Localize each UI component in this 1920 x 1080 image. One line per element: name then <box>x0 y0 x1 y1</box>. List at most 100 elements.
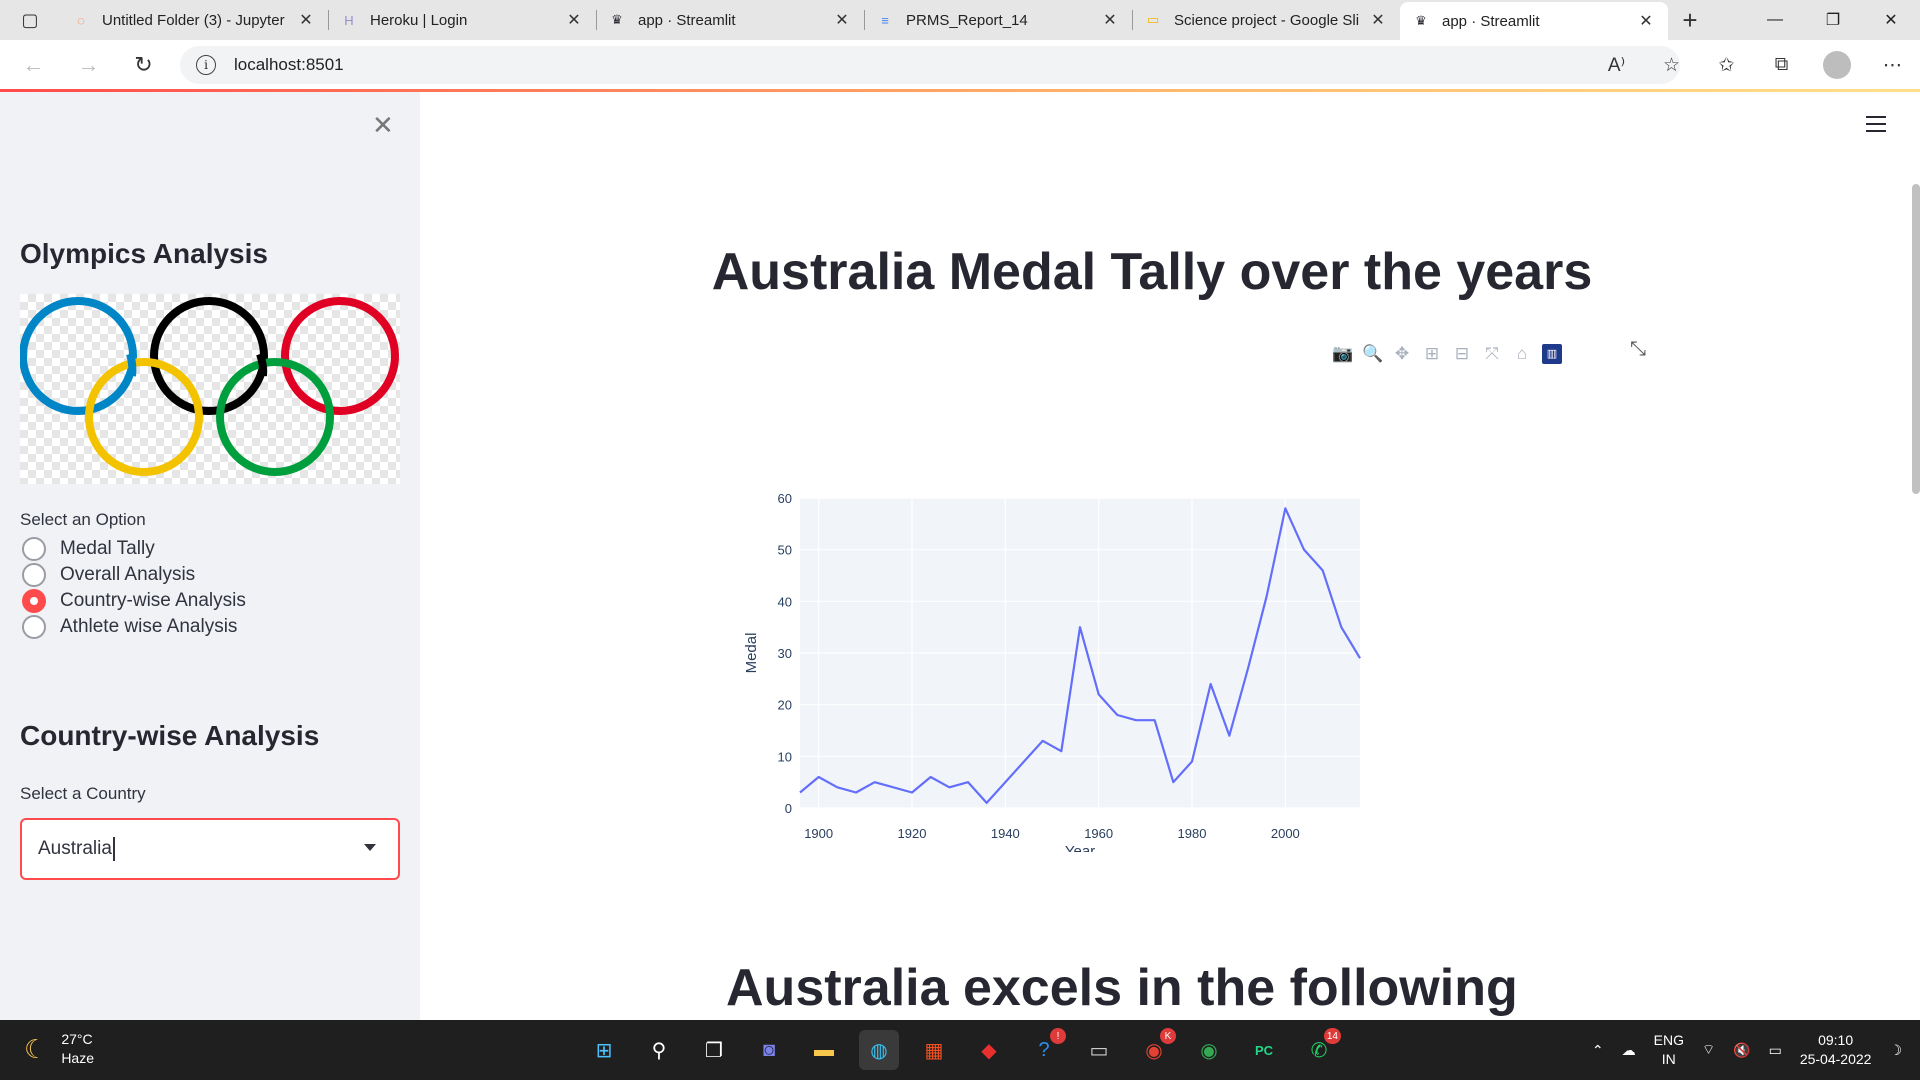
close-tab-icon[interactable]: ✕ <box>835 12 849 29</box>
edge-browser-icon[interactable]: ◍ <box>859 1030 899 1070</box>
new-tab-button[interactable]: + <box>1682 4 1698 35</box>
close-tab-icon[interactable]: ✕ <box>1103 12 1117 29</box>
y-tick-label: 40 <box>778 594 792 609</box>
country-select[interactable]: Australia <box>20 818 400 880</box>
favorites-icon[interactable]: ✩ <box>1718 54 1735 76</box>
browser-tab[interactable]: ◌ Untitled Folder (3) - Jupyter ✕ <box>60 0 328 40</box>
radio-option[interactable]: Athlete wise Analysis <box>22 615 237 639</box>
browser-toolbar-icons: A⁾ ☆ ✩ ⧉ ⋯ <box>1589 40 1920 90</box>
radio-option[interactable]: Overall Analysis <box>22 563 195 587</box>
radio-option-label: Medal Tally <box>60 538 155 559</box>
y-tick-label: 50 <box>778 543 792 558</box>
whatsapp-icon[interactable]: ✆ 14 <box>1299 1028 1341 1070</box>
browser-tab[interactable]: ≡ PRMS_Report_14 ✕ <box>864 0 1132 40</box>
refresh-icon[interactable]: ↻ <box>134 51 153 77</box>
fullscreen-icon[interactable]: ⤡ <box>1630 338 1646 360</box>
google-docs-icon: ≡ <box>881 12 889 28</box>
pan-icon[interactable]: ✥ <box>1394 344 1410 363</box>
radio-option[interactable]: Medal Tally <box>22 537 155 561</box>
radio-group-label: Select an Option <box>20 510 146 529</box>
close-tab-icon[interactable]: ✕ <box>299 12 313 29</box>
close-tab-icon[interactable]: ✕ <box>567 12 581 29</box>
restore-icon[interactable]: ❐ <box>1825 12 1841 29</box>
radio-button[interactable] <box>22 615 46 639</box>
back-icon[interactable]: ← <box>22 51 45 77</box>
show-hidden-icons[interactable]: ⌃ <box>1591 1041 1604 1058</box>
browser-tab-bar: ▢ ◌ Untitled Folder (3) - Jupyter ✕ H Heroku… <box>0 0 1920 40</box>
teams-chat-icon[interactable]: ◙ <box>762 1038 776 1061</box>
notification-badge: K <box>1160 1028 1176 1044</box>
help-icon[interactable]: ?! <box>1024 1028 1066 1070</box>
plotly-logo-icon[interactable]: ▥ <box>1542 344 1562 364</box>
zoom-out-icon[interactable]: ⊟ <box>1454 344 1470 363</box>
add-favorite-icon[interactable]: ☆ <box>1662 54 1681 76</box>
url-text: localhost:8501 <box>234 55 344 74</box>
tab-strip: ◌ Untitled Folder (3) - Jupyter ✕ H Heroku |… <box>60 0 1668 40</box>
close-tab-icon[interactable]: ✕ <box>1639 13 1653 30</box>
moon-icon: ☾ <box>24 1033 48 1064</box>
site-info-icon[interactable]: i <box>196 55 216 75</box>
y-axis-label: Medal <box>743 633 760 674</box>
autoscale-icon[interactable]: ⤧ <box>1485 344 1499 363</box>
browser-tab[interactable]: ♛ app · Streamlit ✕ <box>596 0 864 40</box>
y-axis-ticks: 0 10 20 30 40 50 60 <box>778 491 792 816</box>
file-explorer-icon[interactable]: ▬ <box>814 1038 834 1061</box>
page-heading: Australia Medal Tally over the years <box>711 243 1593 301</box>
radio-button[interactable] <box>22 563 46 587</box>
close-window-icon[interactable]: ✕ <box>1884 12 1898 29</box>
collections-icon[interactable]: ⧉ <box>1774 54 1789 75</box>
zoom-in-icon[interactable]: ⊞ <box>1424 344 1440 363</box>
url-field[interactable]: i localhost:8501 <box>180 46 1680 84</box>
chrome-icon[interactable]: ◉ K <box>1134 1028 1176 1070</box>
close-sidebar-icon[interactable]: ✕ <box>372 110 394 140</box>
notifications-icon[interactable]: ☽ <box>1889 1041 1902 1058</box>
scrollbar[interactable] <box>1912 184 1920 494</box>
tab-title: PRMS_Report_14 <box>906 11 1028 29</box>
more-options-icon[interactable]: ⋯ <box>1883 54 1902 76</box>
country-select-value: Australia <box>38 838 112 859</box>
microsoft-store-icon[interactable]: ▦ <box>924 1039 944 1062</box>
camera-icon[interactable]: 📷 <box>1332 344 1354 363</box>
onedrive-icon[interactable]: ☁ <box>1621 1041 1636 1058</box>
profile-avatar[interactable] <box>1823 51 1851 79</box>
hamburger-menu-icon[interactable] <box>1866 116 1886 132</box>
wifi-icon[interactable]: ⌔ <box>1701 1041 1716 1057</box>
chrome-profile-icon[interactable]: ◉ <box>1200 1039 1218 1062</box>
dropdown-arrow-icon[interactable] <box>364 844 376 851</box>
reset-axes-icon[interactable]: ⌂ <box>1516 344 1528 363</box>
system-tray: ⌃ ☁ ENG IN ⌔ 🔇 ▭ 09:10 25-04-2022 ☽ <box>1592 1020 1920 1080</box>
browser-tab[interactable]: ▭ Science project - Google Sli ✕ <box>1132 0 1400 40</box>
volume-muted-icon[interactable]: 🔇 <box>1733 1041 1751 1058</box>
date: 25-04-2022 <box>1799 1051 1872 1067</box>
app-red-icon[interactable]: ◆ <box>981 1039 997 1062</box>
browser-tab[interactable]: ♛ app · Streamlit ✕ <box>1400 2 1668 40</box>
google-slides-icon: ▭ <box>1146 12 1160 27</box>
windows-taskbar: ☾ 27°C Haze ⊞ ⚲ ❐ ◙ ▬ ◍ ▦ ◆?! ▭ ◉ K ◉ PC ✆ 14 ⌃ ☁ ENG … <box>0 1020 1920 1080</box>
region: IN <box>1661 1051 1676 1067</box>
search-icon[interactable]: ⚲ <box>651 1039 667 1062</box>
pycharm-icon[interactable]: PC <box>1254 1042 1274 1058</box>
close-tab-icon[interactable]: ✕ <box>1371 12 1385 29</box>
tab-title: Science project - Google Sli <box>1174 11 1360 29</box>
notification-badge: ! <box>1050 1028 1066 1044</box>
radio-option-label: Athlete wise Analysis <box>60 616 238 637</box>
streamlit-icon: ♛ <box>1415 13 1427 28</box>
windows-start-icon[interactable]: ⊞ <box>595 1039 613 1062</box>
zoom-icon[interactable]: 🔍 <box>1362 344 1384 363</box>
tab-actions-icon[interactable]: ▢ <box>21 9 39 30</box>
minimize-icon[interactable]: — <box>1767 11 1783 28</box>
radio-button[interactable] <box>22 589 46 613</box>
radio-button[interactable] <box>22 537 46 561</box>
task-view-icon[interactable]: ❐ <box>705 1039 723 1062</box>
read-aloud-icon[interactable]: A⁾ <box>1607 54 1626 76</box>
forward-icon[interactable]: → <box>77 51 100 77</box>
clock[interactable]: 09:10 25-04-2022 <box>1800 1031 1872 1069</box>
x-axis-ticks: 1900 1920 1940 1960 1980 2000 <box>804 826 1300 841</box>
radio-option[interactable]: Country-wise Analysis <box>22 589 246 613</box>
terminal-icon[interactable]: ▭ <box>1089 1039 1109 1062</box>
browser-tab[interactable]: H Heroku | Login ✕ <box>328 0 596 40</box>
weather-widget[interactable]: ☾ 27°C Haze <box>24 1030 94 1068</box>
sidebar: ✕ Olympics Analysis Select an Option Med… <box>0 92 420 1020</box>
language-indicator[interactable]: ENG IN <box>1654 1031 1684 1069</box>
battery-icon[interactable]: ▭ <box>1768 1041 1782 1058</box>
